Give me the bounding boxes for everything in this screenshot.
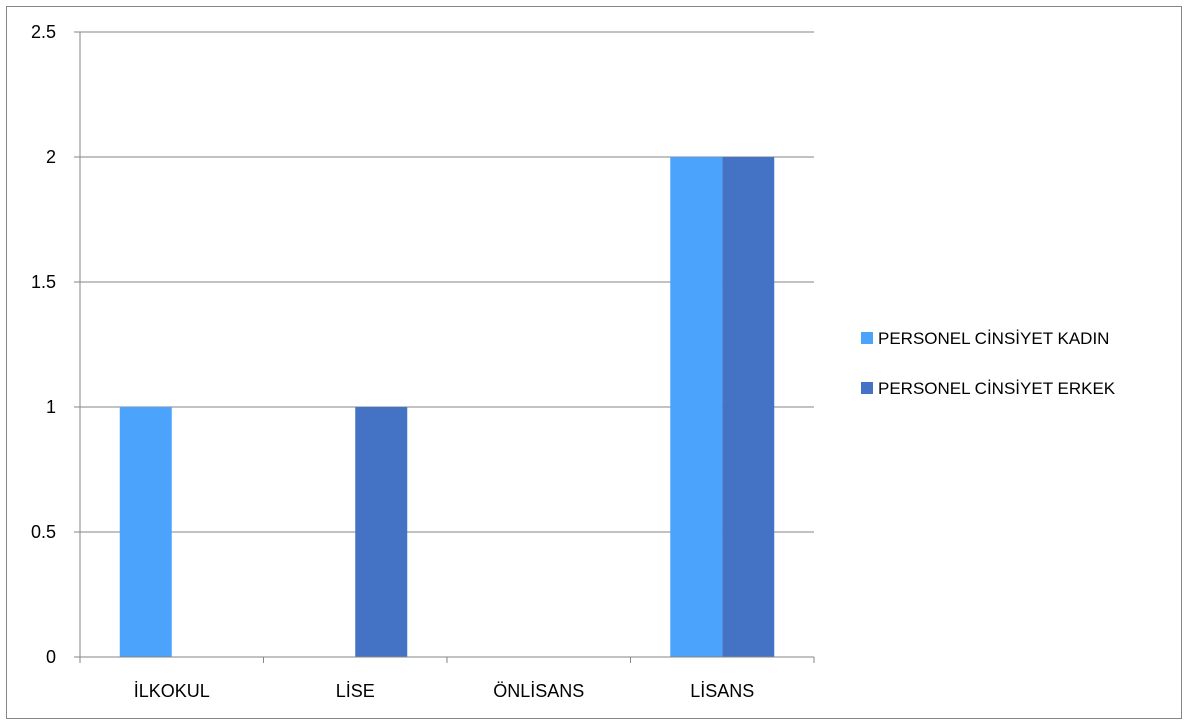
legend-label: PERSONEL CİNSİYET ERKEK [878, 379, 1116, 398]
y-tick-label: 1 [46, 397, 56, 417]
axes [74, 31, 815, 663]
legend-swatch [861, 332, 873, 344]
y-tick-label: 1.5 [31, 272, 56, 292]
x-tick-label: LİSE [336, 681, 375, 701]
y-tick-label: 2 [46, 147, 56, 167]
y-tick-label: 2.5 [31, 22, 56, 42]
x-tick-labels: İLKOKUL LİSE ÖNLİSANS LİSANS [134, 681, 755, 701]
bars [119, 157, 775, 657]
x-tick-label: ÖNLİSANS [493, 681, 584, 701]
bar [670, 157, 723, 657]
y-tick-label: 0 [46, 647, 56, 667]
bar [722, 157, 775, 657]
y-tick-labels: 0 0.5 1 1.5 2 2.5 [31, 22, 56, 667]
x-tick-label: LİSANS [690, 681, 754, 701]
bar [119, 407, 172, 657]
x-tick-label: İLKOKUL [134, 681, 210, 701]
y-tick-label: 0.5 [31, 522, 56, 542]
legend-swatch [861, 382, 873, 394]
legend: PERSONEL CİNSİYET KADIN PERSONEL CİNSİYET… [861, 329, 1116, 398]
bar [355, 407, 408, 657]
legend-label: PERSONEL CİNSİYET KADIN [878, 329, 1109, 348]
chart-area [6, 6, 1182, 719]
